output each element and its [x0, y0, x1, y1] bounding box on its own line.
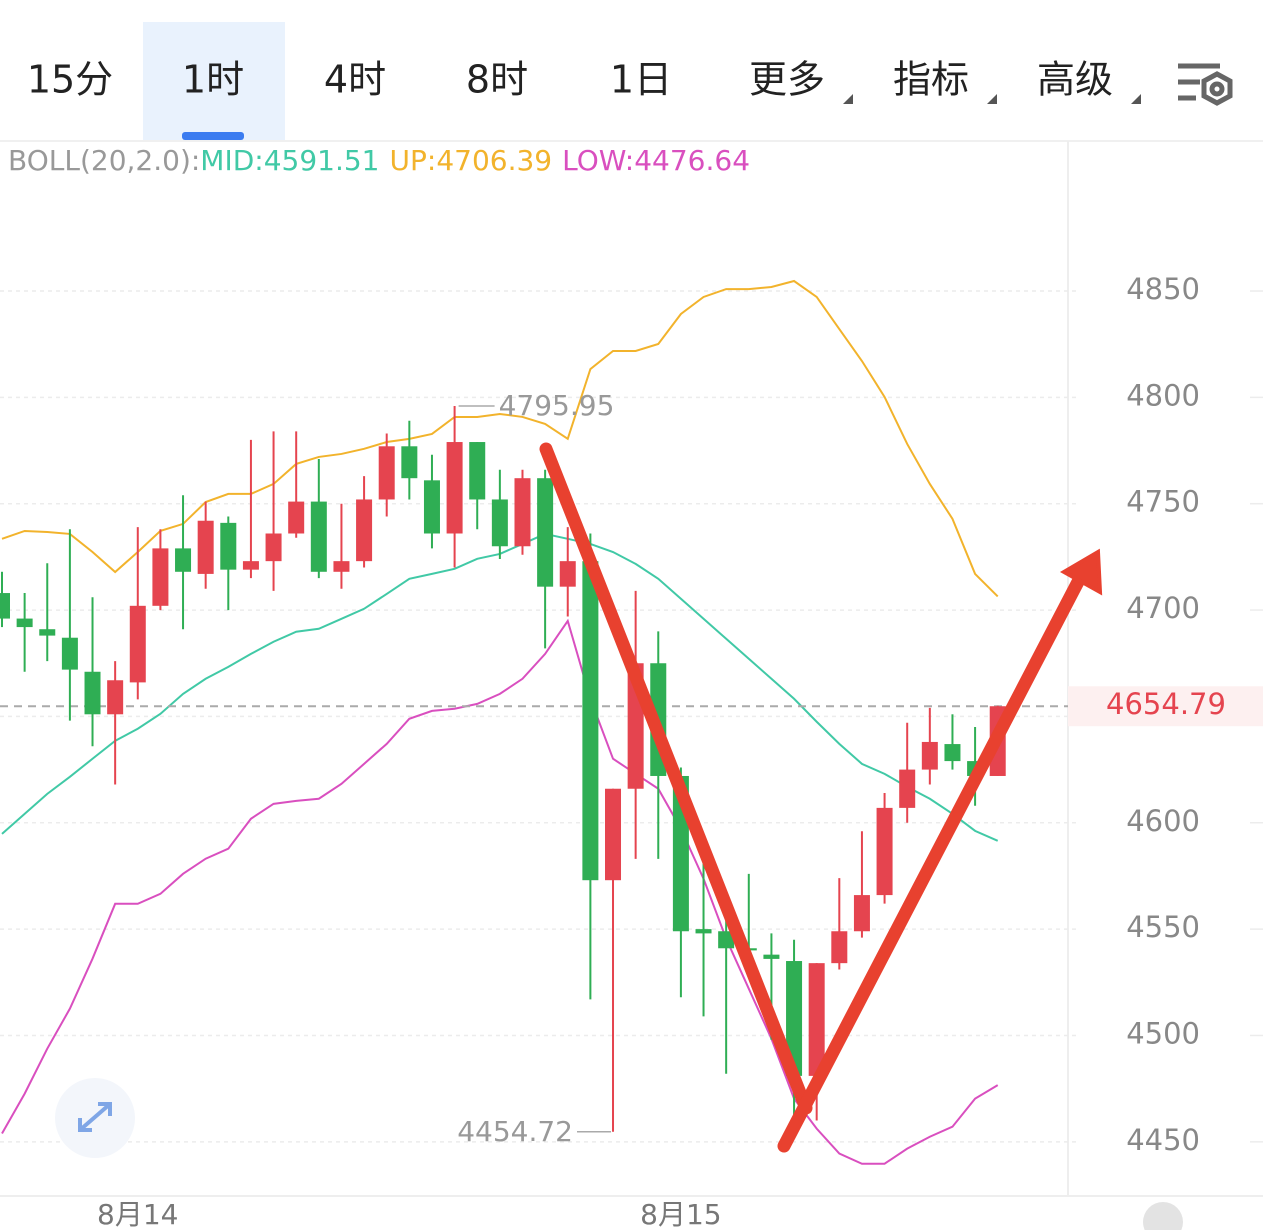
tab[interactable]: 4时	[324, 58, 386, 102]
tab[interactable]: 高级	[1037, 58, 1113, 102]
min-label: 4454.72	[457, 1115, 573, 1148]
dropdown-caret	[843, 94, 853, 104]
candle-body	[808, 963, 825, 1076]
expand-button[interactable]	[55, 1078, 135, 1158]
y-tick-label: 4450	[1126, 1123, 1200, 1157]
y-tick-label: 4850	[1126, 272, 1200, 306]
tab[interactable]: 1时	[182, 58, 244, 102]
candle-body	[16, 618, 33, 628]
candle-body	[423, 480, 440, 534]
candle-body	[853, 895, 870, 932]
candle-body	[220, 522, 237, 570]
candle-body	[242, 561, 259, 570]
candle-body	[197, 520, 214, 574]
indicator-text: BOLL(20,2.0):	[8, 144, 200, 177]
candle-body	[491, 499, 508, 547]
candle-body	[84, 671, 101, 715]
last-price-box	[1068, 686, 1263, 727]
dropdown-caret	[987, 94, 997, 104]
candle-body	[605, 788, 622, 881]
tab-bar: 15分 1时 4时 8时 1日 更多 指标 高级	[27, 58, 1141, 104]
candle-body	[582, 561, 599, 881]
indicator-header: BOLL(20,2.0):MID:4591.51 UP:4706.39 LOW:44…	[8, 144, 750, 177]
candle-body	[921, 741, 938, 770]
plot: BOLL(20,2.0):MID:4591.51 UP:4706.39 LOW:44…	[0, 144, 1263, 1230]
candle-body	[401, 446, 418, 479]
tab[interactable]: 15分	[27, 58, 113, 102]
candle-body	[876, 807, 893, 896]
drawn-arrows	[539, 442, 1103, 1153]
settings-icon[interactable]	[1178, 63, 1233, 106]
candle-body	[944, 744, 961, 762]
candle-body	[39, 629, 56, 636]
candle-body	[107, 680, 124, 715]
tab[interactable]: 更多	[749, 58, 825, 102]
candle-body	[446, 442, 463, 534]
boll-line	[1, 618, 999, 1165]
candle-body	[0, 593, 10, 619]
candle-body	[333, 561, 350, 572]
candle-body	[831, 931, 848, 964]
indicator-text: MID:4591.51	[200, 144, 379, 177]
candle-body	[514, 478, 531, 547]
candle-body	[61, 637, 78, 670]
candle-body	[763, 954, 780, 959]
k-button[interactable]	[1143, 1202, 1183, 1230]
tab[interactable]: 指标	[893, 58, 969, 102]
boll-line	[1, 532, 999, 842]
tab[interactable]: 1日	[610, 58, 672, 102]
candle-body	[899, 769, 916, 808]
last-price-label: 4654.79	[1106, 687, 1226, 721]
candle-body	[356, 499, 373, 562]
active-tab-bg	[143, 22, 285, 140]
candle-body	[288, 501, 305, 534]
boll-line	[1, 279, 999, 598]
candle-body	[559, 561, 576, 587]
x-tick-label: 8月14	[97, 1198, 178, 1230]
candle-body	[537, 478, 554, 587]
candle-body	[175, 548, 192, 572]
x-tick-label: 8月15	[640, 1198, 721, 1230]
max-label: 4795.95	[499, 389, 615, 422]
candle-body	[265, 533, 282, 562]
candle-body	[152, 548, 169, 606]
y-tick-label: 4700	[1126, 591, 1200, 625]
active-tab-underline	[182, 132, 244, 140]
candle-body	[378, 446, 395, 500]
y-tick-label: 4600	[1126, 804, 1200, 838]
y-tick-label: 4750	[1126, 485, 1200, 519]
indicator-text: UP:4706.39	[390, 144, 553, 177]
tab[interactable]: 8时	[466, 58, 528, 102]
y-tick-label: 4800	[1126, 378, 1200, 412]
candle-body	[469, 442, 486, 500]
y-tick-label: 4550	[1126, 910, 1200, 944]
candle-body	[786, 961, 803, 1076]
dropdown-caret	[1131, 94, 1141, 104]
candle-body	[310, 501, 327, 572]
indicator-text: LOW:4476.64	[562, 144, 750, 177]
y-tick-label: 4500	[1126, 1016, 1200, 1050]
candle-body	[695, 929, 712, 934]
candle-body	[718, 931, 735, 949]
candle-body	[129, 605, 146, 683]
